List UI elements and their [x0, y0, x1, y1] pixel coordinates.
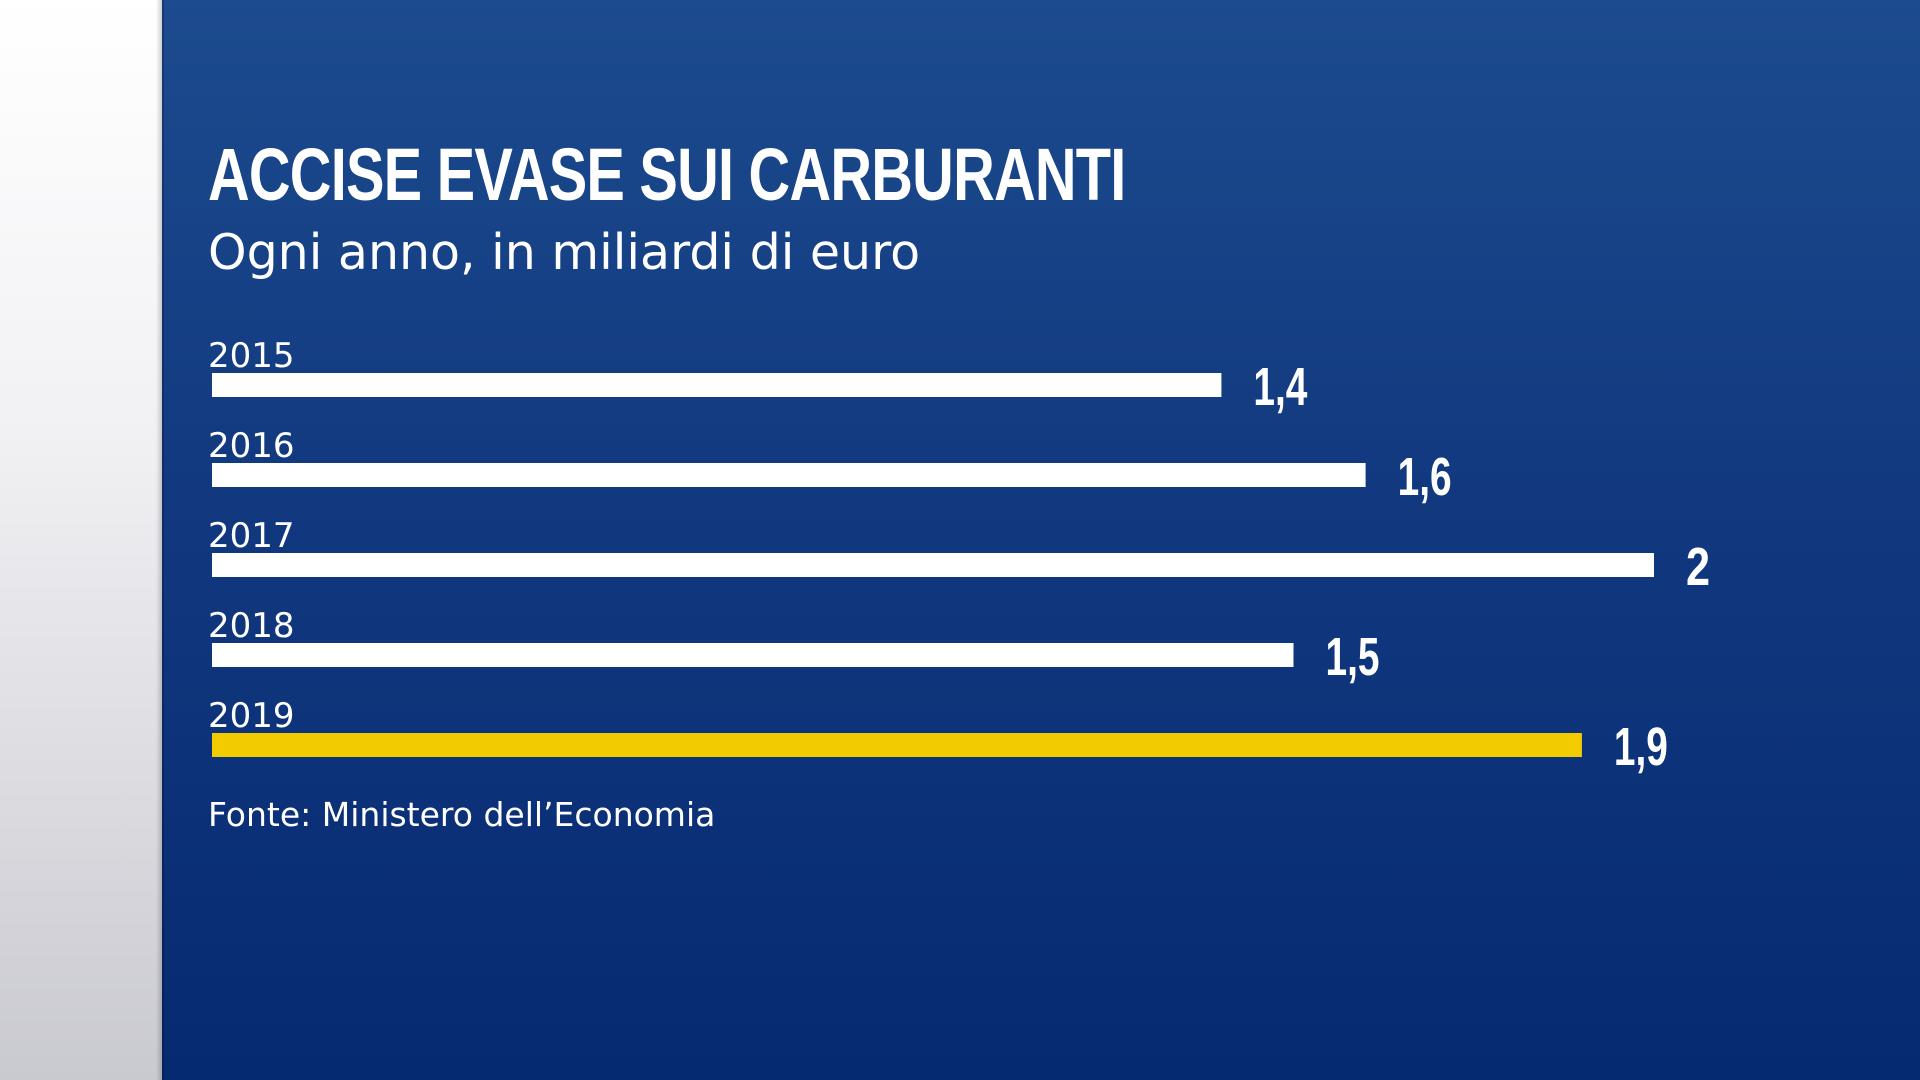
bar-2016: [212, 463, 1366, 487]
value-label-2015: 1,4: [1253, 357, 1307, 417]
bar-2015: [212, 373, 1222, 397]
panel-edge-shadow: [156, 0, 164, 1080]
value-label-2016: 1,6: [1398, 447, 1452, 507]
chart-panel: [162, 0, 1920, 1080]
value-label-2017: 2: [1686, 537, 1710, 597]
chart-title: ACCISE EVASE SUI CARBURANTI: [208, 133, 1126, 216]
category-label-2017: 2017: [208, 516, 295, 556]
chart-source: Fonte: Ministero dell’Economia: [208, 795, 716, 834]
left-side-strip: [0, 0, 162, 1080]
bar-2017: [212, 553, 1654, 577]
value-label-2018: 1,5: [1326, 627, 1380, 687]
bar-2019: [212, 733, 1582, 757]
category-label-2016: 2016: [208, 426, 295, 466]
value-label-2019: 1,9: [1614, 717, 1668, 777]
category-label-2018: 2018: [208, 606, 295, 646]
category-label-2015: 2015: [208, 336, 295, 376]
chart-subtitle: Ogni anno, in miliardi di euro: [208, 224, 921, 281]
bar-2018: [212, 643, 1294, 667]
category-label-2019: 2019: [208, 696, 295, 736]
